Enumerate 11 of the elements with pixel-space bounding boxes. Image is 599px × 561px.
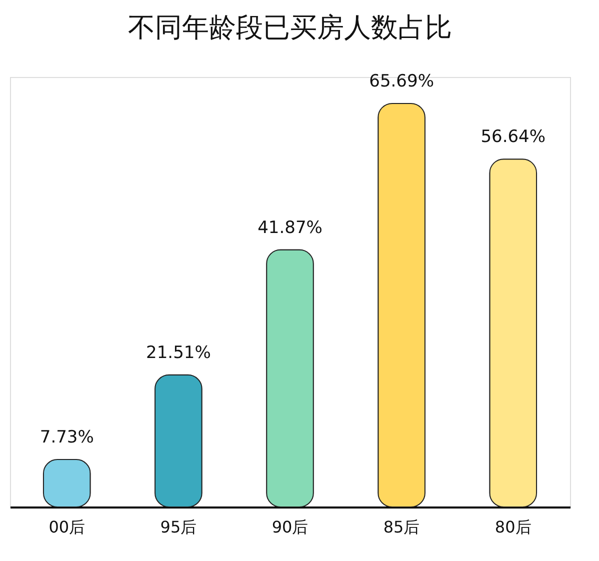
data-label: 21.51% [146, 342, 211, 363]
data-label: 65.69% [369, 71, 434, 92]
x-tick-label: 85后 [383, 518, 420, 536]
data-label: 41.87% [258, 218, 322, 238]
data-label: 56.64% [480, 127, 546, 148]
x-tick-label: 90后 [272, 518, 308, 536]
data-label: 7.73% [40, 428, 94, 448]
x-tick-label: 00后 [48, 518, 86, 536]
chart-title: 不同年龄段已买房人数占比 [128, 12, 452, 44]
x-tick-label: 95后 [160, 518, 197, 536]
x-tick-label: 80后 [494, 518, 532, 536]
